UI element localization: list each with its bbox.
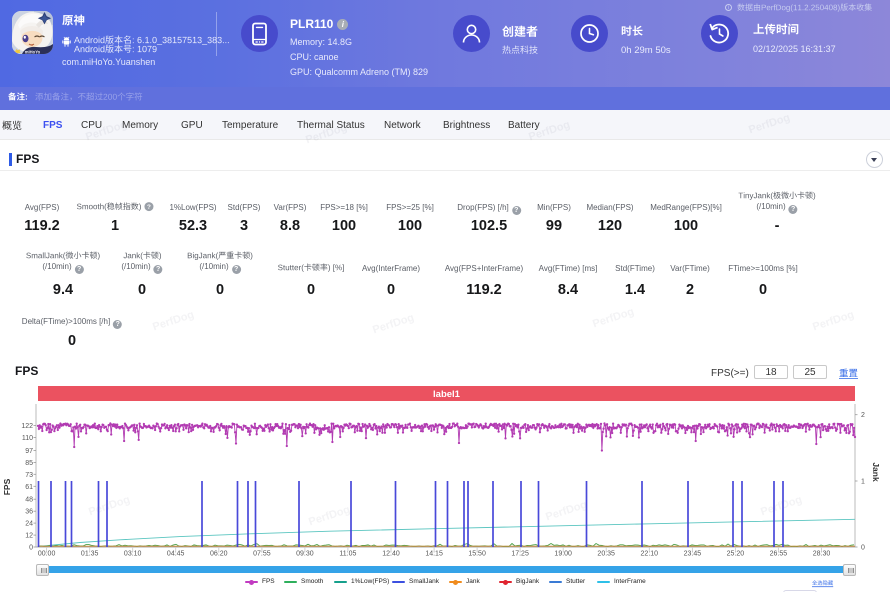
svg-text:2: 2 [861, 412, 865, 419]
svg-text:110: 110 [22, 435, 33, 442]
svg-text:12:40: 12:40 [382, 551, 400, 558]
svg-text:FPS: FPS [2, 478, 12, 495]
svg-text:25:20: 25:20 [727, 551, 745, 558]
svg-text:36: 36 [25, 509, 33, 516]
svg-text:07:55: 07:55 [253, 551, 271, 558]
svg-text:85: 85 [25, 460, 33, 467]
svg-text:122: 122 [21, 423, 33, 430]
svg-text:0: 0 [861, 545, 865, 552]
svg-text:26:55: 26:55 [770, 551, 788, 558]
svg-text:00:00: 00:00 [38, 551, 56, 558]
svg-text:24: 24 [25, 521, 33, 528]
svg-text:01:35: 01:35 [81, 551, 99, 558]
svg-text:73: 73 [25, 472, 33, 479]
svg-text:17:25: 17:25 [511, 551, 529, 558]
svg-text:miHoYo: miHoYo [25, 49, 41, 54]
svg-text:12: 12 [25, 533, 33, 540]
svg-text:22:10: 22:10 [641, 551, 659, 558]
svg-text:48: 48 [25, 497, 33, 504]
svg-text:0: 0 [29, 545, 33, 552]
svg-text:11:05: 11:05 [339, 551, 356, 558]
svg-text:14:15: 14:15 [425, 551, 443, 558]
svg-text:03:10: 03:10 [124, 551, 142, 558]
svg-text:Jank: Jank [871, 462, 881, 482]
svg-text:04:45: 04:45 [167, 551, 185, 558]
svg-text:28:30: 28:30 [813, 551, 831, 558]
svg-text:1: 1 [861, 479, 865, 486]
svg-text:06:20: 06:20 [210, 551, 228, 558]
svg-text:23:45: 23:45 [684, 551, 702, 558]
svg-text:15:50: 15:50 [468, 551, 486, 558]
svg-text:20:35: 20:35 [597, 551, 615, 558]
svg-text:61: 61 [25, 484, 33, 491]
svg-text:97: 97 [25, 448, 33, 455]
svg-text:09:30: 09:30 [296, 551, 314, 558]
svg-text:19:00: 19:00 [554, 551, 572, 558]
